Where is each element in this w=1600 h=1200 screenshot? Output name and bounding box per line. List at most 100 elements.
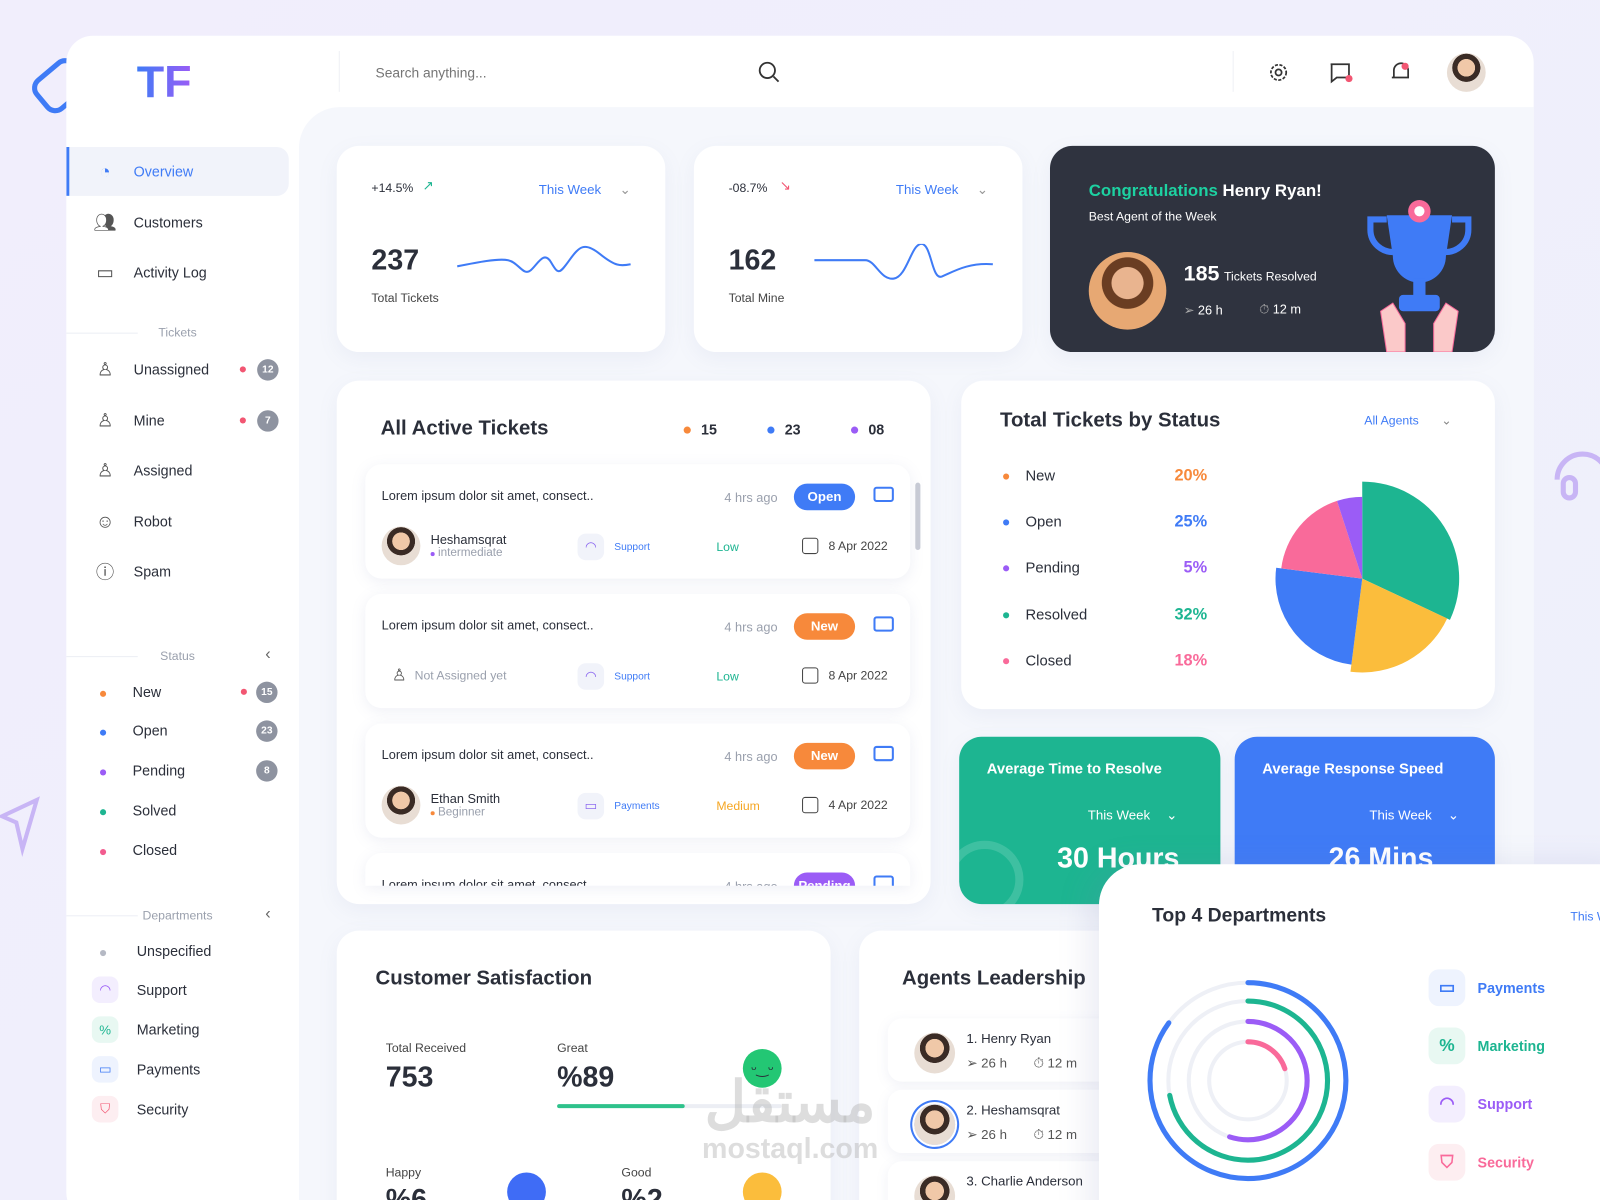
happy-value: %6 (385, 1183, 428, 1200)
departments-radial-chart (1147, 980, 1349, 1182)
period-dropdown[interactable]: This Week ⌄ (539, 182, 631, 198)
period-dropdown[interactable]: This Week (1570, 909, 1600, 924)
sidebar-status-new[interactable]: New 15 (92, 677, 278, 708)
hours-value: 26 h (981, 1126, 1007, 1142)
sidebar-item-overview[interactable]: ◔ Overview (66, 146, 289, 196)
sidebar-item-customers[interactable]: 👥︎ Customers (66, 198, 288, 247)
sidebar-item-label: Spam (133, 563, 171, 580)
sidebar-dept-unspecified[interactable]: Unspecified (92, 936, 278, 967)
agent-avatar (914, 1104, 956, 1145)
period-dropdown[interactable]: This Week ⌄ (1369, 807, 1458, 823)
ring-support (1186, 1018, 1310, 1143)
assignee-avatar (381, 785, 421, 825)
ticket-row[interactable]: Lorem ipsum dolor sit amet, consect.. 4 h… (365, 723, 911, 838)
search-icon[interactable] (758, 61, 780, 83)
sidebar-dept-marketing[interactable]: % Marketing (91, 1014, 278, 1045)
ticket-priority: Medium (716, 798, 760, 814)
chat-icon[interactable] (1328, 61, 1355, 85)
department-payments[interactable]: ▭ Payments (1428, 969, 1545, 1007)
department-security[interactable]: ⛉ Security (1428, 1143, 1534, 1181)
status-dot (99, 769, 107, 776)
collapse-status-chevron-icon[interactable]: ‹ (265, 645, 271, 664)
status-badge[interactable]: New (793, 613, 856, 640)
scrollbar[interactable] (915, 482, 921, 550)
sidebar-status-solved[interactable]: Solved (92, 795, 278, 826)
agent-filter-label: All Agents (1364, 413, 1419, 428)
add-user-icon[interactable]: ♙ (391, 667, 407, 685)
legend-percent: 32% (1174, 606, 1208, 624)
status-badge[interactable]: New (793, 742, 856, 770)
ticket-title: Lorem ipsum dolor sit amet, consect.. (381, 618, 594, 633)
search-input[interactable] (375, 59, 743, 86)
calendar-icon (801, 796, 819, 814)
sidebar-item-mine[interactable]: ♙ Mine 7 (66, 396, 288, 445)
chevron-down-icon: ⌄ (1441, 413, 1452, 428)
legend-label: New (1025, 468, 1056, 485)
collapse-departments-chevron-icon[interactable]: ‹ (265, 905, 271, 923)
legend-label: Open (1025, 514, 1062, 531)
ticket-row[interactable]: Lorem ipsum dolor sit amet, consect.. 4 h… (365, 593, 911, 709)
sidebar-status-pending[interactable]: Pending 8 (92, 755, 278, 786)
mail-icon[interactable] (873, 745, 894, 762)
mail-icon[interactable] (873, 875, 894, 886)
status-dot (99, 690, 107, 697)
stopwatch-icon: ⏱︎ (1259, 302, 1270, 317)
gear-icon[interactable] (1267, 61, 1289, 83)
sidebar-item-label: Unassigned (133, 361, 210, 378)
legend-dot (1003, 473, 1010, 480)
headset-deco-icon (1554, 451, 1600, 501)
agent-name: 1. Henry Ryan (966, 1030, 1052, 1046)
brand-logo: TF (136, 57, 192, 108)
card-title: Average Response Speed (1262, 761, 1444, 778)
period-dropdown[interactable]: This Week ⌄ (896, 182, 988, 198)
assignee-level: intermediate (437, 546, 503, 560)
alert-circle-icon: ⓘ (95, 562, 115, 583)
total-received-value: 753 (385, 1061, 434, 1093)
ring-marketing (1165, 998, 1331, 1163)
watermark-latin: mostaql.com (702, 1132, 879, 1165)
bell-icon[interactable] (1389, 59, 1413, 86)
department-support[interactable]: ◠ Support (1428, 1085, 1532, 1123)
mail-icon[interactable] (873, 616, 894, 632)
watermark-arabic: مستقل (704, 1069, 876, 1134)
hours-value: 26 h (981, 1055, 1007, 1071)
calendar-icon (801, 537, 819, 555)
sidebar-item-assigned[interactable]: ♙ Assigned (66, 446, 288, 495)
sidebar-dept-support[interactable]: ◠ Support (91, 974, 278, 1005)
count-value: 15 (701, 421, 717, 438)
user-avatar[interactable] (1446, 53, 1486, 92)
period-dropdown[interactable]: This Week ⌄ (1088, 807, 1177, 823)
leader-row[interactable]: 3. Charlie Anderson (887, 1161, 1123, 1200)
sidebar-status-closed[interactable]: Closed (92, 835, 278, 866)
ticket-row[interactable]: Lorem ipsum dolor sit amet, consect.. 4 h… (365, 853, 911, 886)
agent-filter-dropdown[interactable]: All Agents ⌄ (1364, 413, 1451, 427)
ticket-count: 15 (683, 421, 717, 438)
sidebar-item-robot[interactable]: ☺ Robot (66, 497, 288, 546)
sidebar-item-unassigned[interactable]: ♙ Unassigned 12 (66, 345, 288, 394)
status-badge[interactable]: Open (793, 483, 856, 511)
legend-label: Closed (1025, 653, 1072, 670)
card-title: Average Time to Resolve (986, 761, 1162, 778)
department-marketing[interactable]: % Marketing (1428, 1027, 1546, 1065)
sidebar-item-spam[interactable]: ⓘ Spam (66, 547, 288, 596)
department-label: Marketing (1477, 1037, 1546, 1055)
mail-icon[interactable] (873, 486, 894, 503)
leader-row[interactable]: 1. Henry Ryan ➢ 26 h ⏱︎ 12 m (887, 1018, 1123, 1082)
sidebar-item-activity-log[interactable]: ▭ Activity Log (66, 248, 288, 297)
tickets-heading: Tickets (66, 326, 288, 340)
best-agent-card: Congratulations Henry Ryan! Best Agent o… (1049, 145, 1495, 353)
sidebar-item-label: Overview (133, 163, 194, 180)
sidebar-dept-security[interactable]: ⛉ Security (91, 1094, 278, 1125)
leader-row[interactable]: 2. Heshamsqrat ➢ 26 h ⏱︎ 12 m (887, 1089, 1123, 1154)
legend-dot (1003, 612, 1010, 619)
sidebar-status-open[interactable]: Open 23 (92, 715, 278, 746)
sidebar-item-label: Open (132, 722, 168, 739)
sidebar-dept-payments[interactable]: ▭ Payments (91, 1054, 278, 1085)
status-badge[interactable]: Pending (793, 872, 856, 886)
ticket-row[interactable]: Lorem ipsum dolor sit amet, consect.. 4 h… (365, 464, 911, 579)
total-received-label: Total Received (385, 1040, 467, 1056)
ticket-title: Lorem ipsum dolor sit amet, consect.. (381, 747, 594, 763)
stopwatch-deco-icon (959, 840, 1024, 905)
shield-icon: ⛉ (91, 1095, 119, 1123)
sidebar-item-label: New (132, 683, 162, 700)
